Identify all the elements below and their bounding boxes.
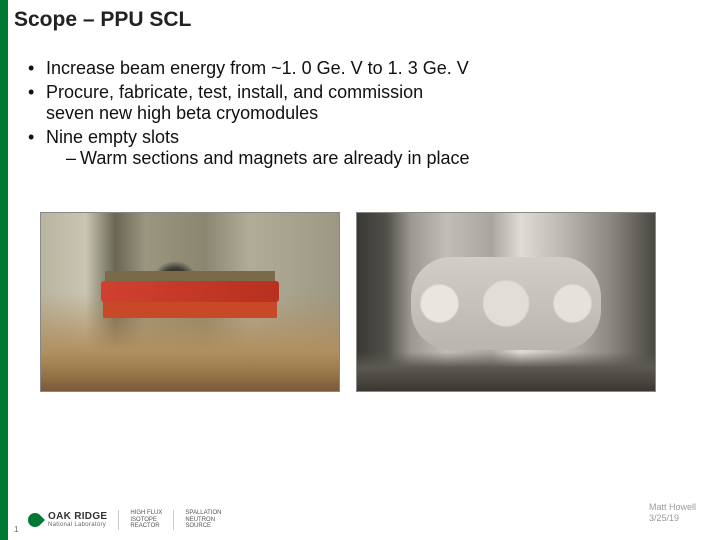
program-1: HIGH FLUX ISOTOPE REACTOR (130, 510, 162, 530)
bullet-text: Nine empty slots (46, 127, 179, 147)
image-row (0, 172, 720, 392)
sub-bullet-text: Warm sections and magnets are already in… (80, 148, 470, 168)
divider (118, 510, 119, 530)
page-number: 1 (14, 525, 18, 534)
image-cryomodules (356, 212, 656, 392)
logo-main: OAK RIDGE (48, 511, 107, 522)
logo-block: OAK RIDGE National Laboratory HIGH FLUX … (28, 510, 222, 530)
divider (173, 510, 174, 530)
bullet-text-line2: seven new high beta cryomodules (46, 103, 700, 125)
bullet-text: Increase beam energy from ~1. 0 Ge. V to… (46, 58, 469, 78)
bullet-text: Procure, fabricate, test, install, and c… (46, 82, 423, 102)
bullet-item: Procure, fabricate, test, install, and c… (28, 82, 700, 125)
slide-meta: Matt Howell 3/25/19 (649, 502, 696, 524)
logo-sub: National Laboratory (48, 522, 107, 528)
accent-bar (0, 0, 8, 540)
slide-footer: 1 OAK RIDGE National Laboratory HIGH FLU… (0, 504, 720, 534)
oakridge-leaf-icon (25, 510, 45, 530)
sub-bullet-item: Warm sections and magnets are already in… (66, 148, 700, 170)
image-tunnel (40, 212, 340, 392)
logo-text: OAK RIDGE National Laboratory (48, 512, 107, 528)
program-2: SPALLATION NEUTRON SOURCE (185, 510, 221, 530)
slide-content: Increase beam energy from ~1. 0 Ge. V to… (0, 32, 720, 170)
slide-header: Scope – PPU SCL (0, 0, 720, 32)
bullet-list: Increase beam energy from ~1. 0 Ge. V to… (28, 58, 700, 170)
bullet-item: Nine empty slots Warm sections and magne… (28, 127, 700, 170)
bullet-item: Increase beam energy from ~1. 0 Ge. V to… (28, 58, 700, 80)
author: Matt Howell (649, 502, 696, 513)
slide-title: Scope – PPU SCL (14, 8, 720, 32)
date: 3/25/19 (649, 513, 696, 524)
sub-bullet-list: Warm sections and magnets are already in… (46, 148, 700, 170)
